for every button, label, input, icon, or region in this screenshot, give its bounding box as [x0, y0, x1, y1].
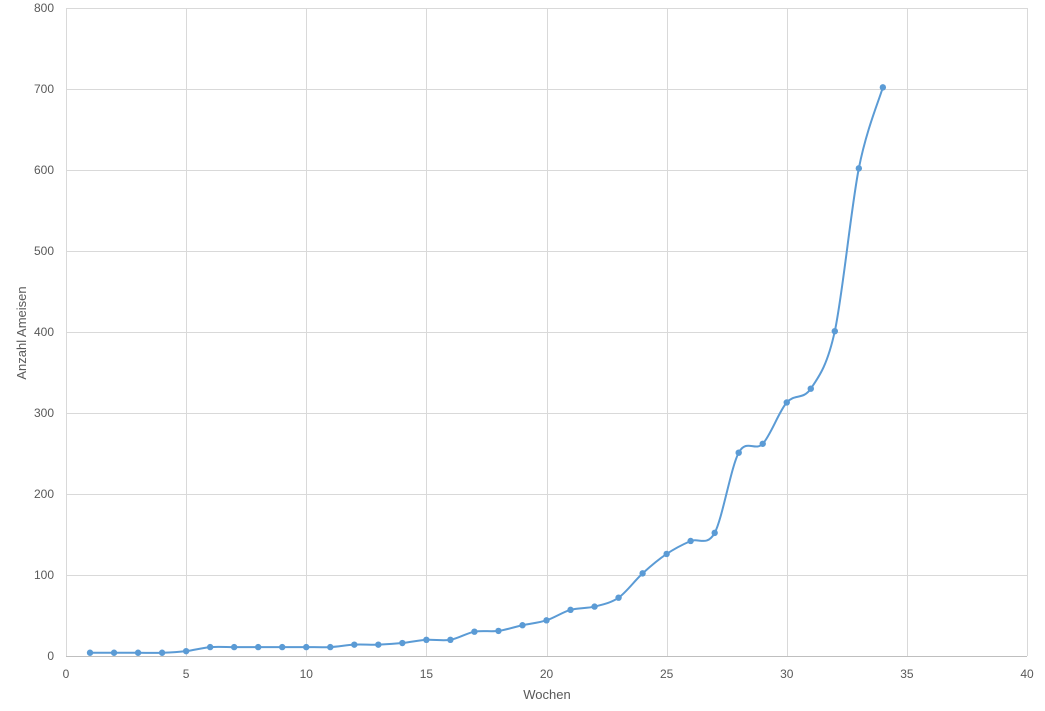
- y-tick-label: 0: [47, 649, 54, 663]
- data-point[interactable]: [543, 617, 550, 624]
- data-point[interactable]: [567, 606, 574, 614]
- data-point[interactable]: [759, 440, 766, 447]
- data-point[interactable]: [687, 537, 694, 545]
- y-tick-label: 700: [34, 82, 54, 96]
- x-axis-title: Wochen: [523, 687, 570, 702]
- x-tick-label: 20: [540, 667, 554, 681]
- data-point[interactable]: [831, 327, 838, 335]
- data-point[interactable]: [591, 603, 598, 610]
- y-tick-label: 200: [34, 487, 54, 501]
- data-point[interactable]: [447, 636, 454, 643]
- data-point[interactable]: [134, 649, 142, 656]
- data-point[interactable]: [639, 570, 646, 577]
- x-tick-label: 40: [1020, 667, 1034, 681]
- y-tick-label: 400: [34, 325, 54, 339]
- data-point[interactable]: [879, 84, 887, 91]
- series-layer: [86, 84, 887, 656]
- data-point[interactable]: [855, 165, 863, 172]
- x-tick-label: 30: [780, 667, 794, 681]
- x-tick-label: 10: [300, 667, 314, 681]
- data-point[interactable]: [423, 636, 430, 643]
- data-point[interactable]: [206, 643, 214, 651]
- label-layer: Wochen Anzahl Ameisen 010020030040050060…: [14, 1, 1034, 702]
- data-point[interactable]: [110, 649, 118, 656]
- x-tick-label: 0: [63, 667, 70, 681]
- data-point[interactable]: [399, 639, 406, 647]
- y-tick-label: 600: [34, 163, 54, 177]
- data-point[interactable]: [158, 649, 166, 656]
- data-point[interactable]: [182, 647, 190, 655]
- y-tick-label: 500: [34, 244, 54, 258]
- data-point[interactable]: [279, 643, 286, 651]
- x-tick-label: 5: [183, 667, 190, 681]
- data-point[interactable]: [783, 399, 790, 406]
- data-point[interactable]: [230, 643, 238, 651]
- y-tick-label: 300: [34, 406, 54, 420]
- data-point[interactable]: [735, 449, 742, 456]
- data-point[interactable]: [615, 594, 622, 601]
- y-axis-title: Anzahl Ameisen: [14, 286, 29, 379]
- grid-layer: [66, 8, 1028, 656]
- data-point[interactable]: [351, 641, 358, 648]
- x-tick-label: 25: [660, 667, 674, 681]
- data-point[interactable]: [663, 550, 670, 558]
- data-point[interactable]: [255, 643, 262, 651]
- data-point[interactable]: [471, 628, 478, 635]
- data-point[interactable]: [519, 622, 526, 629]
- data-point[interactable]: [86, 649, 94, 656]
- series-line: [89, 86, 884, 654]
- data-point[interactable]: [711, 529, 718, 537]
- data-point[interactable]: [807, 385, 814, 392]
- data-point[interactable]: [327, 643, 334, 651]
- x-tick-label: 15: [420, 667, 434, 681]
- data-point[interactable]: [375, 641, 382, 648]
- y-tick-label: 800: [34, 1, 54, 15]
- data-point[interactable]: [495, 627, 502, 635]
- data-point[interactable]: [303, 643, 310, 651]
- x-tick-label: 35: [900, 667, 914, 681]
- y-tick-label: 100: [34, 568, 54, 582]
